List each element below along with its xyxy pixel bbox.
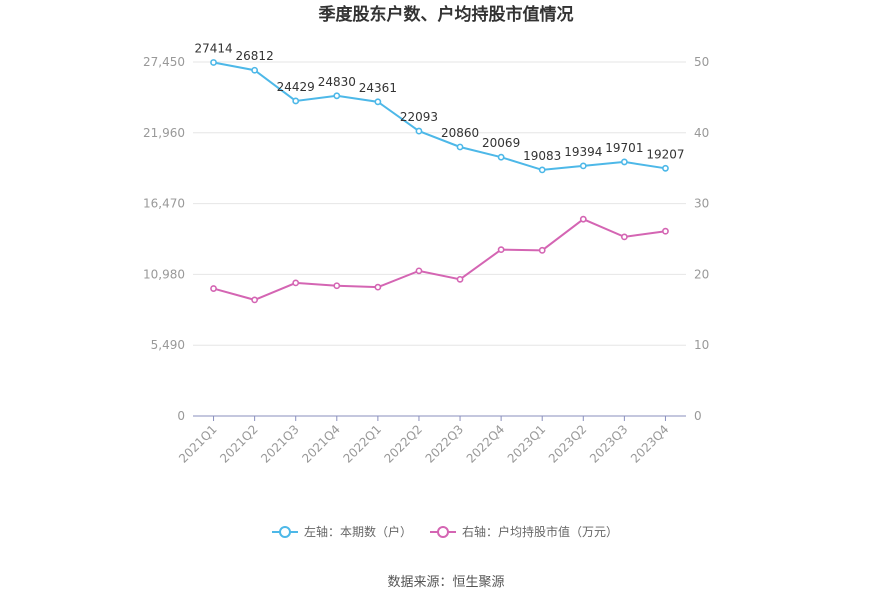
- series-0-point[interactable]: [210, 59, 217, 66]
- legend-label-1[interactable]: 右轴：户均持股市值（万元）: [462, 524, 618, 539]
- series-0-point[interactable]: [374, 98, 382, 106]
- chart-title: 季度股东户数、户均持股市值情况: [319, 4, 574, 25]
- right-axis-ticks: 0 10 20 30 40 50: [694, 55, 709, 423]
- series-line-0: [213, 61, 666, 171]
- series-0-point[interactable]: [662, 164, 669, 172]
- x-tick-label: 2021Q4: [299, 422, 343, 466]
- series-0-point[interactable]: [456, 143, 464, 151]
- x-axis-ticks: 2021Q12021Q22021Q32021Q42022Q12022Q22022…: [176, 416, 672, 466]
- left-axis-ticks: 0 5,490 10,980 16,470 21,960 27,450: [143, 55, 185, 423]
- series-0-data-label: 20069: [482, 136, 520, 150]
- series-group: 27414 26812 24429 24830 24361 220932086020069…: [194, 41, 685, 304]
- x-tick-label: 2023Q4: [628, 422, 672, 466]
- x-tick-label: 2022Q2: [382, 422, 426, 466]
- series-0-point[interactable]: [497, 153, 505, 161]
- left-tick-label: 0: [177, 409, 185, 423]
- right-tick-label: 10: [694, 338, 709, 352]
- series-0-point[interactable]: [251, 66, 259, 74]
- left-tick-label: 16,470: [143, 197, 185, 211]
- series-0-data-label: 24361: [359, 81, 397, 95]
- series-0-data-label: 19701: [605, 141, 643, 155]
- series-0-data-label: 22093: [400, 110, 438, 124]
- series-0-data-label: 19083: [523, 149, 561, 163]
- x-tick-label: 2023Q2: [546, 422, 590, 466]
- x-tick-label: 2021Q2: [217, 422, 261, 466]
- series-1-point[interactable]: [579, 215, 587, 223]
- x-tick-label: 2021Q3: [258, 422, 302, 466]
- x-tick-label: 2023Q3: [587, 422, 631, 466]
- legend-label-0[interactable]: 左轴：本期数（户）: [304, 524, 412, 539]
- series-0-point[interactable]: [620, 158, 628, 166]
- series-1-point[interactable]: [210, 285, 217, 292]
- series-0-data-label: 19394: [564, 145, 602, 159]
- right-tick-label: 0: [694, 409, 702, 423]
- right-tick-label: 40: [694, 126, 709, 140]
- series-1-point[interactable]: [538, 246, 546, 254]
- series-0-point[interactable]: [579, 162, 587, 170]
- series-0-point[interactable]: [292, 97, 300, 105]
- series-0-data-label: 26812: [236, 49, 274, 63]
- x-tick-label: 2021Q1: [176, 422, 220, 466]
- x-tick-label: 2022Q4: [464, 422, 508, 466]
- legend[interactable]: 左轴：本期数（户） 右轴：户均持股市值（万元）: [272, 524, 618, 539]
- series-0-point[interactable]: [538, 166, 546, 174]
- legend-swatch-marker-0[interactable]: [279, 526, 291, 538]
- right-tick-label: 20: [694, 267, 709, 281]
- series-1-point[interactable]: [292, 279, 300, 287]
- series-1-point[interactable]: [374, 283, 382, 291]
- left-tick-label: 27,450: [143, 55, 185, 69]
- series-1-point[interactable]: [456, 275, 464, 283]
- series-0-point[interactable]: [415, 127, 423, 135]
- series-1-point[interactable]: [333, 282, 341, 290]
- series-1-point[interactable]: [415, 267, 423, 275]
- series-1-point[interactable]: [620, 233, 628, 241]
- series-0-data-label: 19207: [646, 147, 684, 161]
- series-0-data-label: 24429: [277, 80, 315, 94]
- left-tick-label: 21,960: [143, 126, 185, 140]
- series-1-point[interactable]: [497, 246, 505, 254]
- left-tick-label: 10,980: [143, 267, 185, 281]
- series-1-point[interactable]: [251, 296, 259, 304]
- series-0-data-label: 20860: [441, 126, 479, 140]
- left-tick-label: 5,490: [151, 338, 185, 352]
- series-0-data-label: 27414: [194, 41, 232, 55]
- x-tick-label: 2022Q3: [423, 422, 467, 466]
- x-tick-label: 2023Q1: [505, 422, 549, 466]
- series-1-point[interactable]: [662, 227, 669, 235]
- series-0-point[interactable]: [333, 92, 341, 100]
- right-tick-label: 30: [694, 197, 709, 211]
- grid: [193, 61, 686, 417]
- source-note: 数据来源：恒生聚源: [387, 575, 504, 590]
- series-line-1: [213, 218, 666, 301]
- legend-swatch-marker-1[interactable]: [437, 526, 449, 538]
- x-tick-label: 2022Q1: [340, 422, 384, 466]
- series-0-data-label: 24830: [318, 75, 356, 89]
- right-tick-label: 50: [694, 55, 709, 69]
